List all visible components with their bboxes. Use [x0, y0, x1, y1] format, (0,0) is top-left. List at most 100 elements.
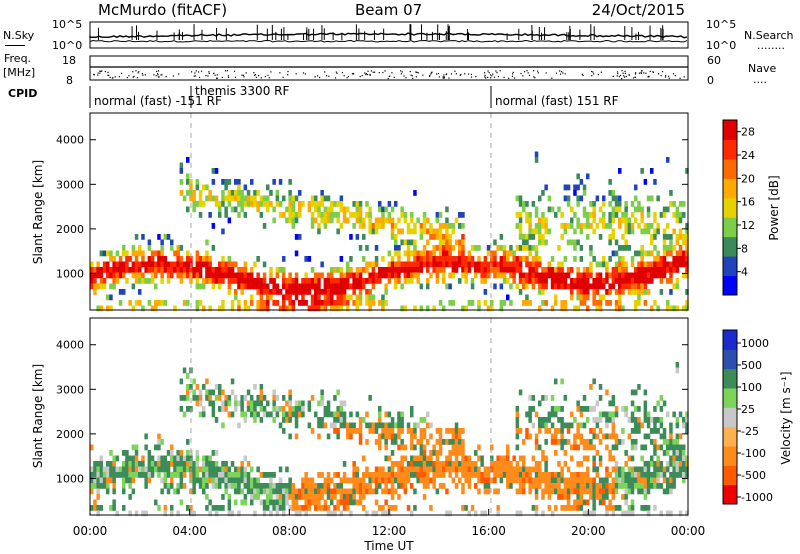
velocity-cell — [445, 439, 449, 445]
power-cell — [112, 283, 116, 290]
power-cell — [477, 245, 481, 251]
velocity-cell — [182, 472, 187, 478]
velocity-cell — [339, 422, 344, 429]
power-cell — [224, 272, 228, 279]
nave-point — [135, 70, 137, 72]
velocity-cell — [544, 428, 548, 434]
velocity-cell — [150, 461, 155, 467]
power-cell — [243, 195, 248, 202]
velocity-cell — [451, 444, 456, 451]
power-cell — [429, 261, 433, 268]
velocity-cell — [678, 466, 683, 473]
velocity-cell — [262, 499, 267, 506]
velocity-cell — [614, 488, 619, 495]
power-cell — [218, 206, 222, 213]
power-cell — [365, 300, 369, 306]
velocity-cell — [438, 444, 443, 451]
velocity-cell — [291, 499, 296, 506]
velocity-cell — [554, 450, 558, 456]
power-cell — [438, 239, 443, 246]
velocity-cell — [672, 466, 676, 473]
power-cell — [333, 300, 337, 306]
nave-point — [489, 77, 492, 79]
power-cell — [563, 195, 568, 202]
velocity-cell — [394, 472, 398, 478]
power-cell — [445, 234, 449, 240]
power-cell — [413, 239, 417, 246]
power-cell — [605, 272, 609, 279]
power-cell — [608, 223, 612, 229]
nave-point — [536, 70, 539, 72]
velocity-cell — [627, 505, 632, 511]
power-cell — [627, 283, 632, 290]
power-cell — [160, 256, 164, 262]
velocity-cell — [378, 417, 382, 423]
velocity-cell — [531, 466, 536, 473]
power-cell — [211, 179, 216, 185]
power-cell — [413, 272, 417, 279]
power-cell — [368, 305, 372, 312]
velocity-cell — [403, 472, 408, 478]
velocity-cell — [307, 477, 312, 484]
velocity-cell — [506, 483, 510, 489]
power-cell — [464, 256, 468, 262]
velocity-cell — [266, 499, 270, 506]
velocity-cell — [547, 411, 552, 418]
power-cell — [147, 267, 152, 273]
velocity-cell — [406, 505, 411, 511]
power-cell — [317, 228, 321, 235]
velocity-cell — [394, 439, 398, 445]
power-cell — [118, 267, 123, 273]
power-cell — [598, 278, 603, 284]
power-cell — [675, 267, 680, 273]
power-cell — [214, 168, 219, 174]
power-cell — [653, 217, 657, 224]
power-cell — [134, 250, 139, 257]
velocity-cell — [614, 433, 619, 440]
power-cell — [634, 272, 638, 279]
nave-point — [351, 73, 353, 75]
power-cell — [269, 272, 273, 279]
power-cell — [234, 206, 238, 213]
power-cell — [266, 289, 270, 295]
power-cell — [275, 300, 280, 306]
velocity-cell — [282, 428, 286, 434]
power-cell — [451, 223, 456, 229]
velocity-cell — [685, 466, 689, 473]
power-cell — [358, 217, 363, 224]
power-cell — [493, 267, 497, 273]
power-cell — [166, 261, 171, 268]
power-cell — [288, 283, 292, 290]
power-cell — [646, 206, 651, 213]
velocity-cell — [202, 483, 206, 489]
power-cell — [557, 261, 561, 268]
velocity-cell — [429, 422, 433, 429]
velocity-cell — [205, 477, 209, 484]
power-cell — [618, 272, 622, 279]
velocity-cell — [374, 466, 379, 473]
velocity-cell — [166, 488, 171, 495]
power-cell — [262, 278, 267, 284]
velocity-cell — [486, 472, 491, 478]
velocity-cell — [397, 466, 401, 473]
power-cell — [301, 201, 305, 207]
velocity-cell — [582, 483, 587, 489]
power-cell — [275, 289, 280, 295]
velocity-cell — [272, 389, 276, 396]
power-cell — [554, 212, 558, 218]
nave-point — [562, 72, 564, 74]
nave-point — [652, 71, 655, 73]
power-cell — [310, 212, 315, 218]
power-cell — [515, 256, 520, 262]
power-cell — [518, 234, 523, 240]
power-cell — [637, 223, 641, 229]
power-cell — [672, 267, 676, 273]
power-cell — [221, 256, 225, 262]
power-cell — [586, 212, 590, 218]
power-cell — [595, 261, 600, 268]
power-cell — [522, 256, 526, 262]
velocity-cell — [202, 472, 206, 478]
velocity-cell — [659, 444, 664, 451]
power-cell — [666, 305, 670, 312]
